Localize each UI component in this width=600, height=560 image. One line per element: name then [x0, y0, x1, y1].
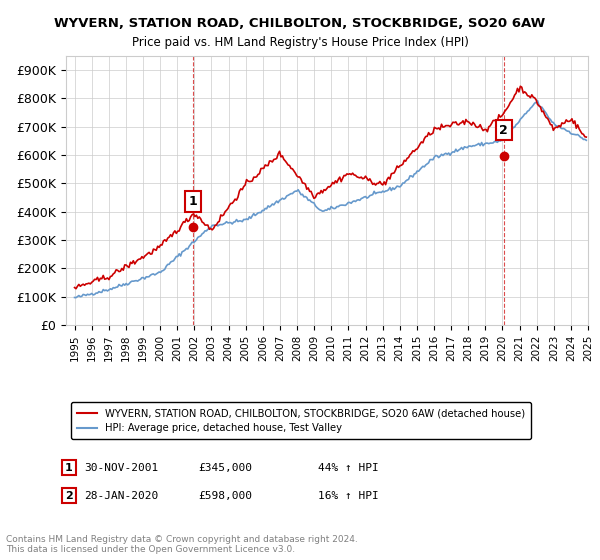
Text: Contains HM Land Registry data © Crown copyright and database right 2024.
This d: Contains HM Land Registry data © Crown c… — [6, 535, 358, 554]
Text: 30-NOV-2001: 30-NOV-2001 — [84, 463, 158, 473]
Text: 28-JAN-2020: 28-JAN-2020 — [84, 491, 158, 501]
Text: 1: 1 — [65, 463, 73, 473]
Text: 2: 2 — [499, 124, 508, 137]
Text: 2: 2 — [65, 491, 73, 501]
Text: Price paid vs. HM Land Registry's House Price Index (HPI): Price paid vs. HM Land Registry's House … — [131, 36, 469, 49]
Text: £345,000: £345,000 — [198, 463, 252, 473]
Legend: WYVERN, STATION ROAD, CHILBOLTON, STOCKBRIDGE, SO20 6AW (detached house), HPI: A: WYVERN, STATION ROAD, CHILBOLTON, STOCKB… — [71, 403, 531, 440]
Text: £598,000: £598,000 — [198, 491, 252, 501]
Text: 16% ↑ HPI: 16% ↑ HPI — [318, 491, 379, 501]
Text: 1: 1 — [188, 195, 197, 208]
Text: 44% ↑ HPI: 44% ↑ HPI — [318, 463, 379, 473]
Text: WYVERN, STATION ROAD, CHILBOLTON, STOCKBRIDGE, SO20 6AW: WYVERN, STATION ROAD, CHILBOLTON, STOCKB… — [55, 17, 545, 30]
